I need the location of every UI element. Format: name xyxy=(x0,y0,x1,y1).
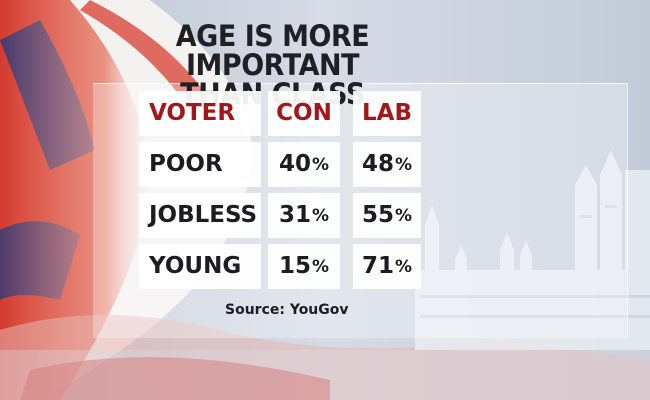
header-lab-text: LAB xyxy=(362,100,412,126)
row-voter-jobless: JOBLESS xyxy=(149,202,258,228)
table-cell-con: 31% xyxy=(268,193,340,238)
row-voter-poor: POOR xyxy=(149,151,223,177)
percent-sign: % xyxy=(311,257,330,277)
percent-sign: % xyxy=(394,257,413,277)
table-row-label: JOBLESS xyxy=(139,193,261,238)
header-voter: VOTER xyxy=(139,91,261,136)
percent-sign: % xyxy=(394,206,413,226)
table-cell-lab: 55% xyxy=(353,193,421,238)
header-con-text: CON xyxy=(276,100,332,126)
percent-sign: % xyxy=(311,155,330,175)
table-cell-lab: 71% xyxy=(353,244,421,289)
value-lab-jobless: 55 xyxy=(361,202,394,228)
value-con-poor: 40 xyxy=(278,151,311,177)
table-row-label: YOUNG xyxy=(139,244,261,289)
table-row-label: POOR xyxy=(139,142,261,187)
value-lab-young: 71 xyxy=(361,253,394,279)
table-cell-con: 15% xyxy=(268,244,340,289)
value-con-jobless: 31 xyxy=(278,202,311,228)
title-line-1: AGE IS MORE IMPORTANT xyxy=(175,19,370,82)
value-con-young: 15 xyxy=(278,253,311,279)
source-note: Source: YouGov xyxy=(225,302,349,318)
table-cell-con: 40% xyxy=(268,142,340,187)
percent-sign: % xyxy=(311,206,330,226)
row-voter-young: YOUNG xyxy=(149,253,242,279)
percent-sign: % xyxy=(394,155,413,175)
value-lab-poor: 48 xyxy=(361,151,394,177)
table-cell-lab: 48% xyxy=(353,142,421,187)
header-voter-text: VOTER xyxy=(149,100,236,126)
header-con: CON xyxy=(268,91,340,136)
header-lab: LAB xyxy=(353,91,421,136)
